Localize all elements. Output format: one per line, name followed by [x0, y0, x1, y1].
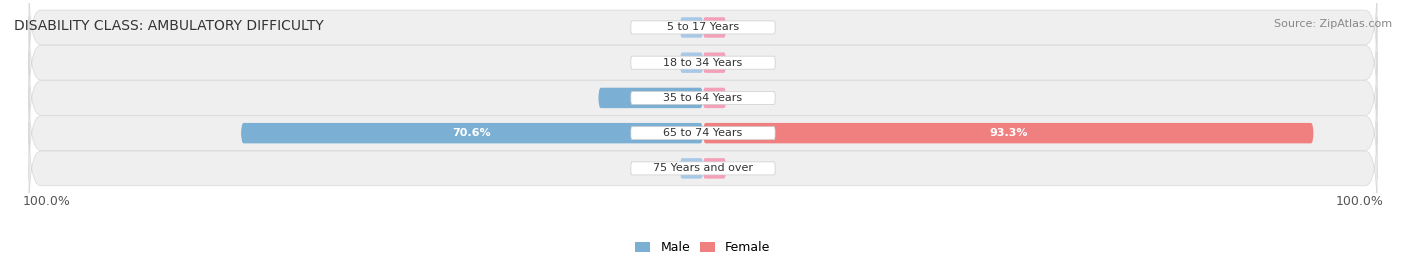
- FancyBboxPatch shape: [631, 56, 775, 69]
- FancyBboxPatch shape: [30, 17, 1376, 109]
- Text: 70.6%: 70.6%: [453, 128, 491, 138]
- FancyBboxPatch shape: [681, 53, 703, 73]
- Legend: Male, Female: Male, Female: [630, 236, 776, 259]
- FancyBboxPatch shape: [703, 17, 725, 38]
- FancyBboxPatch shape: [631, 162, 775, 175]
- Text: 18 to 34 Years: 18 to 34 Years: [664, 58, 742, 68]
- FancyBboxPatch shape: [703, 123, 1313, 143]
- FancyBboxPatch shape: [30, 122, 1376, 214]
- FancyBboxPatch shape: [631, 127, 775, 140]
- Text: Source: ZipAtlas.com: Source: ZipAtlas.com: [1274, 19, 1392, 29]
- Text: DISABILITY CLASS: AMBULATORY DIFFICULTY: DISABILITY CLASS: AMBULATORY DIFFICULTY: [14, 19, 323, 33]
- Text: 65 to 74 Years: 65 to 74 Years: [664, 128, 742, 138]
- Text: 5 to 17 Years: 5 to 17 Years: [666, 23, 740, 32]
- Text: 35 to 64 Years: 35 to 64 Years: [664, 93, 742, 103]
- Text: 0.0%: 0.0%: [647, 58, 675, 68]
- FancyBboxPatch shape: [703, 88, 725, 108]
- FancyBboxPatch shape: [681, 158, 703, 178]
- FancyBboxPatch shape: [703, 53, 725, 73]
- Text: 0.0%: 0.0%: [731, 58, 759, 68]
- Text: 100.0%: 100.0%: [22, 195, 70, 208]
- FancyBboxPatch shape: [703, 158, 725, 178]
- Text: 0.0%: 0.0%: [647, 163, 675, 173]
- FancyBboxPatch shape: [240, 123, 703, 143]
- FancyBboxPatch shape: [631, 91, 775, 105]
- FancyBboxPatch shape: [30, 0, 1376, 73]
- Text: 0.0%: 0.0%: [647, 23, 675, 32]
- Text: 0.0%: 0.0%: [731, 163, 759, 173]
- FancyBboxPatch shape: [30, 87, 1376, 179]
- Text: 100.0%: 100.0%: [1336, 195, 1384, 208]
- Text: 75 Years and over: 75 Years and over: [652, 163, 754, 173]
- FancyBboxPatch shape: [681, 17, 703, 38]
- Text: 93.3%: 93.3%: [988, 128, 1028, 138]
- FancyBboxPatch shape: [631, 21, 775, 34]
- Text: 0.0%: 0.0%: [731, 23, 759, 32]
- FancyBboxPatch shape: [30, 52, 1376, 144]
- FancyBboxPatch shape: [599, 88, 703, 108]
- Text: 0.0%: 0.0%: [731, 93, 759, 103]
- Text: 16.0%: 16.0%: [631, 93, 671, 103]
